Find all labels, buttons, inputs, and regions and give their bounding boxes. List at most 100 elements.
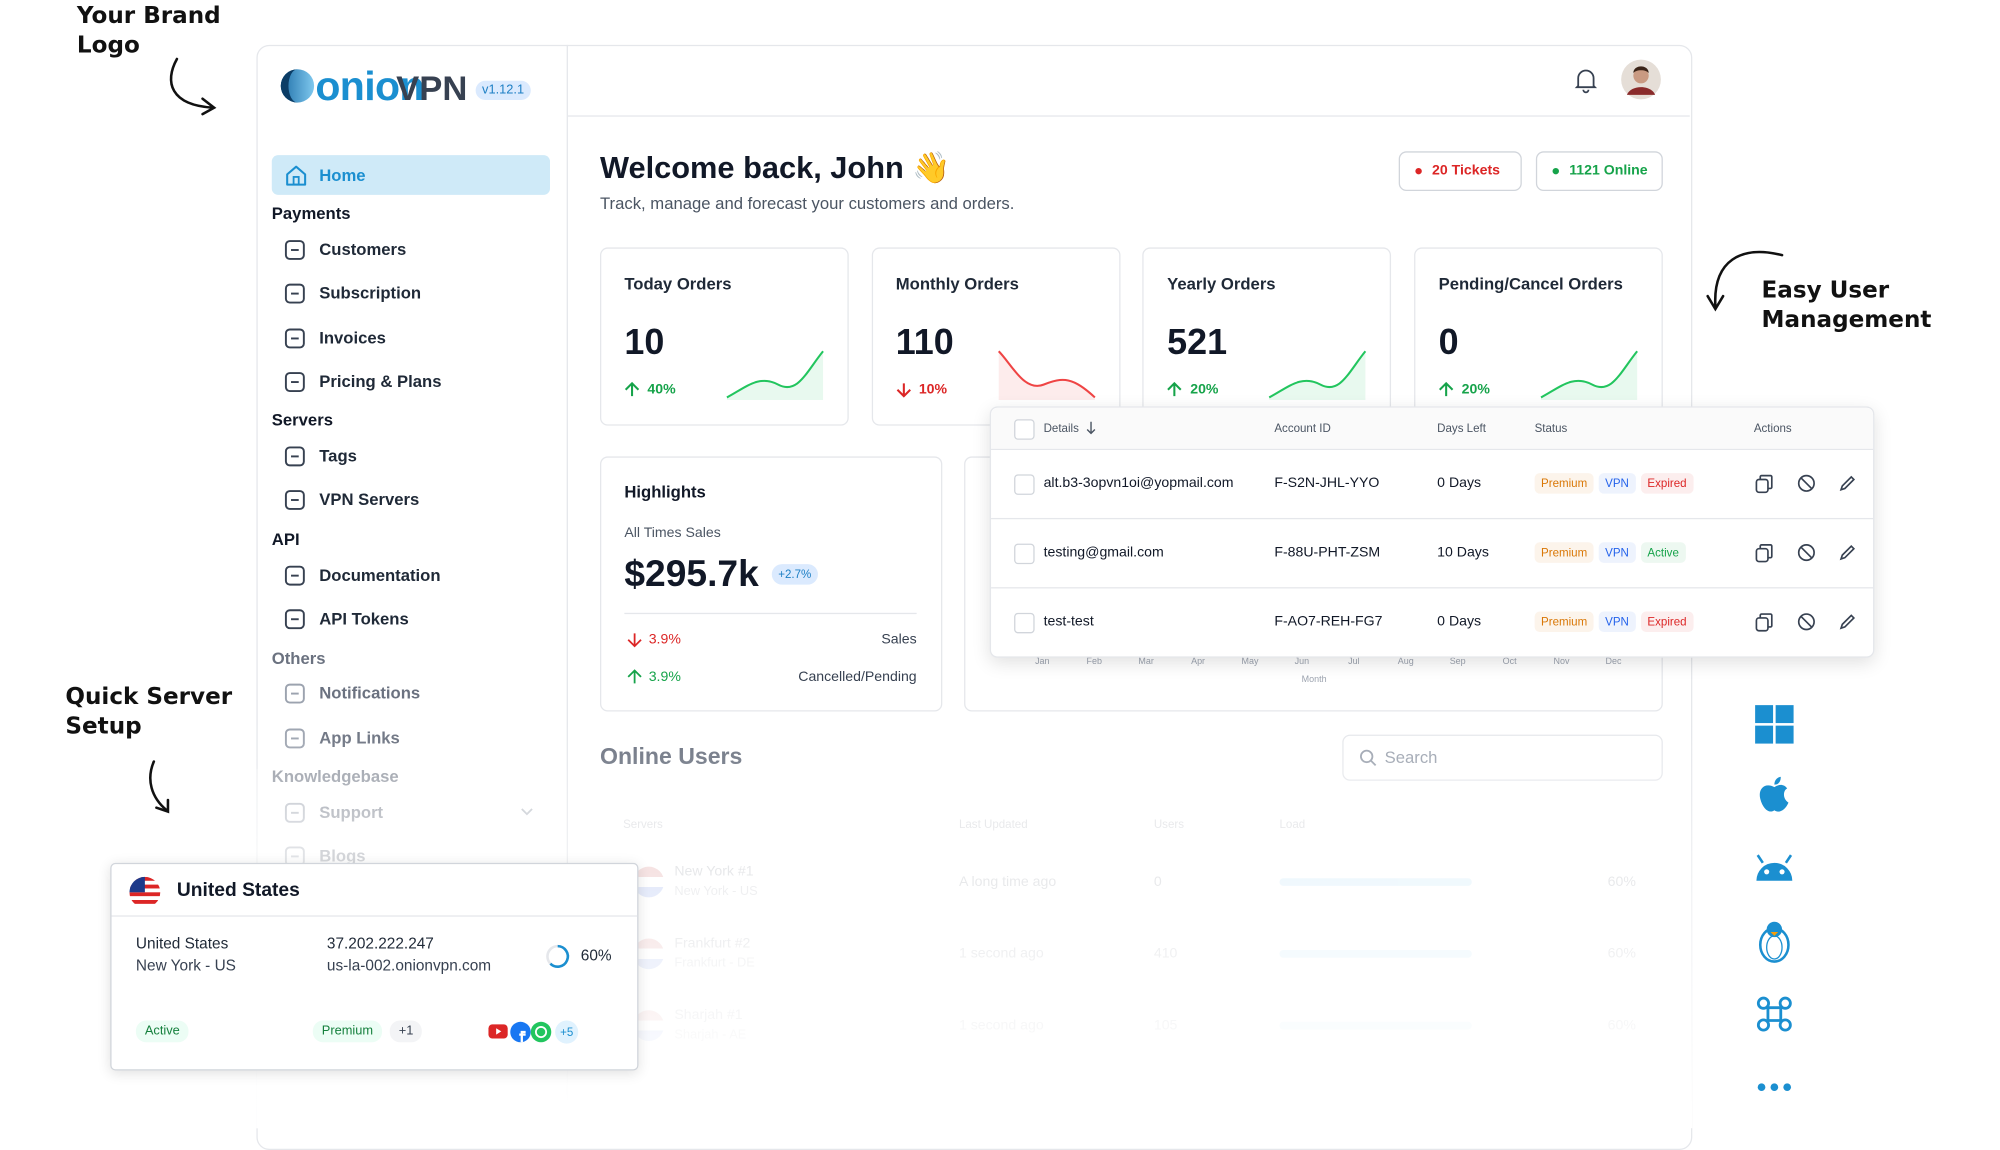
row-action[interactable]: [1755, 613, 1773, 632]
os-linux[interactable]: [1756, 919, 1792, 963]
user-avatar[interactable]: [1621, 59, 1662, 100]
row-action[interactable]: [1838, 544, 1856, 562]
sparkline: [726, 350, 824, 400]
icon-part: [1759, 544, 1773, 559]
stat-title: Monthly Orders: [895, 274, 1019, 294]
card-label: All Times Sales: [624, 525, 721, 542]
icon-part: [284, 490, 305, 510]
cell-days-left: 0 Days: [1437, 614, 1482, 630]
cell-account-id: F-S2N-JHL-YYO: [1274, 475, 1380, 492]
chart-month: Apr: [1191, 657, 1206, 667]
icon-part: [627, 669, 642, 684]
status-badge: Premium: [1534, 473, 1594, 494]
stat-change: 20%: [1461, 382, 1490, 398]
chart-month: May: [1241, 657, 1259, 667]
trend-arrow: [1439, 381, 1454, 397]
icon-part: [129, 892, 161, 897]
os-macos[interactable]: [1756, 996, 1792, 1032]
column-header: Account ID: [1274, 421, 1331, 435]
icon-part: [1775, 725, 1794, 744]
header-badge[interactable]: 20 Tickets: [1398, 151, 1522, 192]
cell-account-id: F-AO7-REH-FG7: [1274, 614, 1383, 630]
row-action[interactable]: [1797, 613, 1815, 631]
icon-part: [534, 1026, 548, 1039]
load-ring: [546, 944, 570, 968]
stat-change: 10%: [918, 382, 948, 398]
chart-month: Oct: [1502, 657, 1517, 667]
checkbox[interactable]: [1014, 612, 1035, 634]
badge-label: 20 Tickets: [1432, 162, 1501, 179]
chart-month: Mar: [1138, 657, 1154, 667]
icon-part: [1574, 69, 1598, 89]
nav-icon: [284, 446, 305, 467]
nav-item[interactable]: Invoices: [319, 328, 386, 348]
nav-item[interactable]: Pricing & Plans: [319, 371, 442, 392]
card-title: Highlights: [624, 482, 706, 502]
row-action[interactable]: [1755, 544, 1773, 563]
nav-icon: [286, 165, 307, 186]
icon-part: [1167, 381, 1182, 397]
more-platforms[interactable]: [1756, 1082, 1792, 1092]
cell-days-left: 10 Days: [1437, 544, 1489, 561]
icon-part: [284, 446, 305, 467]
stat-card: Yearly Orders 521 20%: [1142, 247, 1392, 426]
header-divider: [567, 115, 1690, 117]
icon-part: [1541, 351, 1638, 400]
status-badge: Expired: [1641, 473, 1693, 494]
nav-item[interactable]: VPN Servers: [319, 489, 420, 509]
chart-month: Sep: [1449, 657, 1466, 667]
badge-label: 1121 Online: [1569, 162, 1648, 179]
nav-item[interactable]: Customers: [319, 239, 407, 259]
annotation: Quick Server: [65, 683, 233, 711]
icon-part: [1800, 616, 1812, 628]
nav-icon: [284, 490, 305, 510]
nav-item[interactable]: Subscription: [319, 283, 422, 303]
checkbox[interactable]: [1014, 419, 1035, 440]
icon-part: [1797, 544, 1815, 562]
os-windows[interactable]: [1755, 705, 1794, 744]
os-apple[interactable]: [1758, 776, 1791, 814]
icon-part: [129, 876, 161, 908]
nav-icon: [284, 683, 305, 704]
icon-part: [1839, 475, 1856, 492]
nav-icon: [284, 565, 305, 586]
nav-item[interactable]: Notifications: [319, 683, 421, 703]
row-action[interactable]: [1797, 544, 1815, 562]
row-action[interactable]: [1797, 474, 1815, 492]
server-ip: 37.202.222.247: [326, 934, 434, 953]
icon-part: [284, 609, 305, 630]
status-badge: VPN: [1598, 473, 1636, 494]
row-change: 3.9%: [648, 632, 681, 648]
chart-month: Aug: [1397, 657, 1414, 667]
sidebar-divider: [566, 44, 568, 1122]
row-action[interactable]: [1838, 613, 1856, 631]
row-action[interactable]: [1755, 474, 1773, 494]
icon-part: [1756, 854, 1793, 864]
icon-part: [169, 57, 215, 109]
cell-details: alt.b3-3opvn1oi@yopmail.com: [1043, 475, 1234, 492]
icon-part: [997, 350, 1096, 399]
header-badge[interactable]: 1121 Online: [1535, 151, 1663, 192]
nav-item[interactable]: Documentation: [319, 565, 441, 585]
sort-icon: [1086, 421, 1096, 435]
nav-item[interactable]: Tags: [319, 446, 357, 466]
nav-section-title: Others: [271, 648, 326, 668]
checkbox[interactable]: [1014, 543, 1035, 565]
row-divider: [991, 587, 1874, 589]
nav-item[interactable]: API Tokens: [319, 608, 409, 629]
nav-item[interactable]: Home: [319, 165, 366, 185]
icon-part: [149, 760, 168, 812]
column-header[interactable]: Details: [1043, 421, 1079, 435]
os-android[interactable]: [1754, 853, 1795, 881]
row-action[interactable]: [1838, 474, 1856, 492]
highlights-card: Highlights All Times Sales $295.7k +2.7% 3.9…: [599, 456, 943, 712]
notifications-bell[interactable]: [1574, 68, 1598, 94]
icon-part: [519, 1030, 526, 1043]
column-header: Days Left: [1437, 421, 1486, 435]
icon-part: [1633, 66, 1649, 74]
nav-section-title: Servers: [271, 410, 333, 430]
icon-part: [1800, 546, 1812, 559]
stat-card: Pending/Cancel Orders 0 20%: [1414, 247, 1663, 426]
divider: [111, 915, 638, 917]
checkbox[interactable]: [1014, 474, 1035, 495]
